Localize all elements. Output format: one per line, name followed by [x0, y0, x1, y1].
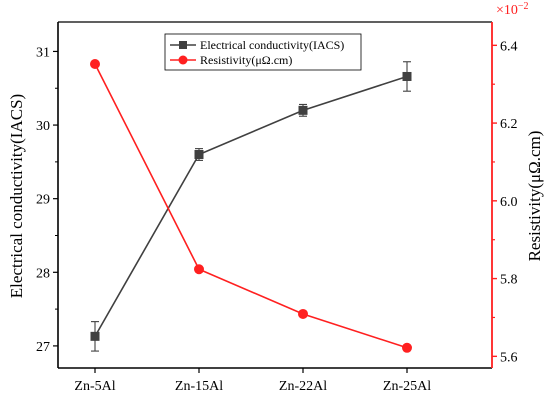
data-point-conductivity — [194, 150, 204, 160]
data-point-conductivity — [298, 105, 308, 115]
legend: Electrical conductivity(IACS) Resistivit… — [164, 33, 362, 71]
series-line-conductivity — [94, 75, 408, 337]
multiplier-base: ×10 — [496, 3, 518, 18]
multiplier-exponent: −2 — [518, 1, 529, 12]
left-axis: 27 28 29 30 31 — [36, 45, 58, 355]
data-point-resistivity — [298, 308, 308, 319]
series-line-resistivity — [94, 63, 408, 349]
left-tick-label: 31 — [36, 45, 50, 60]
series-layer — [90, 58, 412, 353]
legend-marker-resistivity — [178, 55, 188, 65]
x-axis: Zn-5Al Zn-15Al Zn-22Al Zn-25Al — [74, 368, 431, 394]
left-tick-label: 29 — [36, 193, 50, 208]
right-axis: 5.6 5.8 6.0 6.2 6.4 — [492, 39, 518, 365]
x-tick-label: Zn-22Al — [279, 379, 327, 394]
data-point-resistivity — [90, 58, 100, 69]
data-point-resistivity — [402, 342, 412, 353]
left-tick-label: 30 — [36, 119, 50, 134]
data-point-conductivity — [90, 331, 100, 341]
legend-label-conductivity: Electrical conductivity(IACS) — [200, 38, 344, 52]
right-tick-label: 6.2 — [500, 117, 518, 132]
right-tick-label: 5.6 — [500, 350, 518, 365]
left-axis-title: Electrical conductivity(IACS) — [7, 94, 26, 298]
right-axis-title: Resistivity(μΩ.cm) — [525, 131, 544, 262]
right-tick-label: 6.4 — [500, 39, 518, 54]
right-tick-label: 5.8 — [500, 273, 518, 288]
data-point-resistivity — [194, 264, 204, 275]
data-point-conductivity — [402, 71, 412, 81]
legend-box — [164, 33, 362, 71]
legend-label-resistivity: Resistivity(μΩ.cm) — [200, 53, 292, 67]
x-tick-label: Zn-25Al — [383, 379, 431, 394]
right-axis-multiplier: ×10−2 — [496, 1, 529, 18]
plot-frame — [57, 21, 493, 369]
left-tick-label: 27 — [36, 340, 50, 355]
x-tick-label: Zn-5Al — [74, 379, 115, 394]
legend-marker-conductivity — [179, 41, 187, 49]
left-tick-label: 28 — [36, 266, 50, 281]
x-tick-label: Zn-15Al — [175, 379, 223, 394]
right-tick-label: 6.0 — [500, 195, 518, 210]
